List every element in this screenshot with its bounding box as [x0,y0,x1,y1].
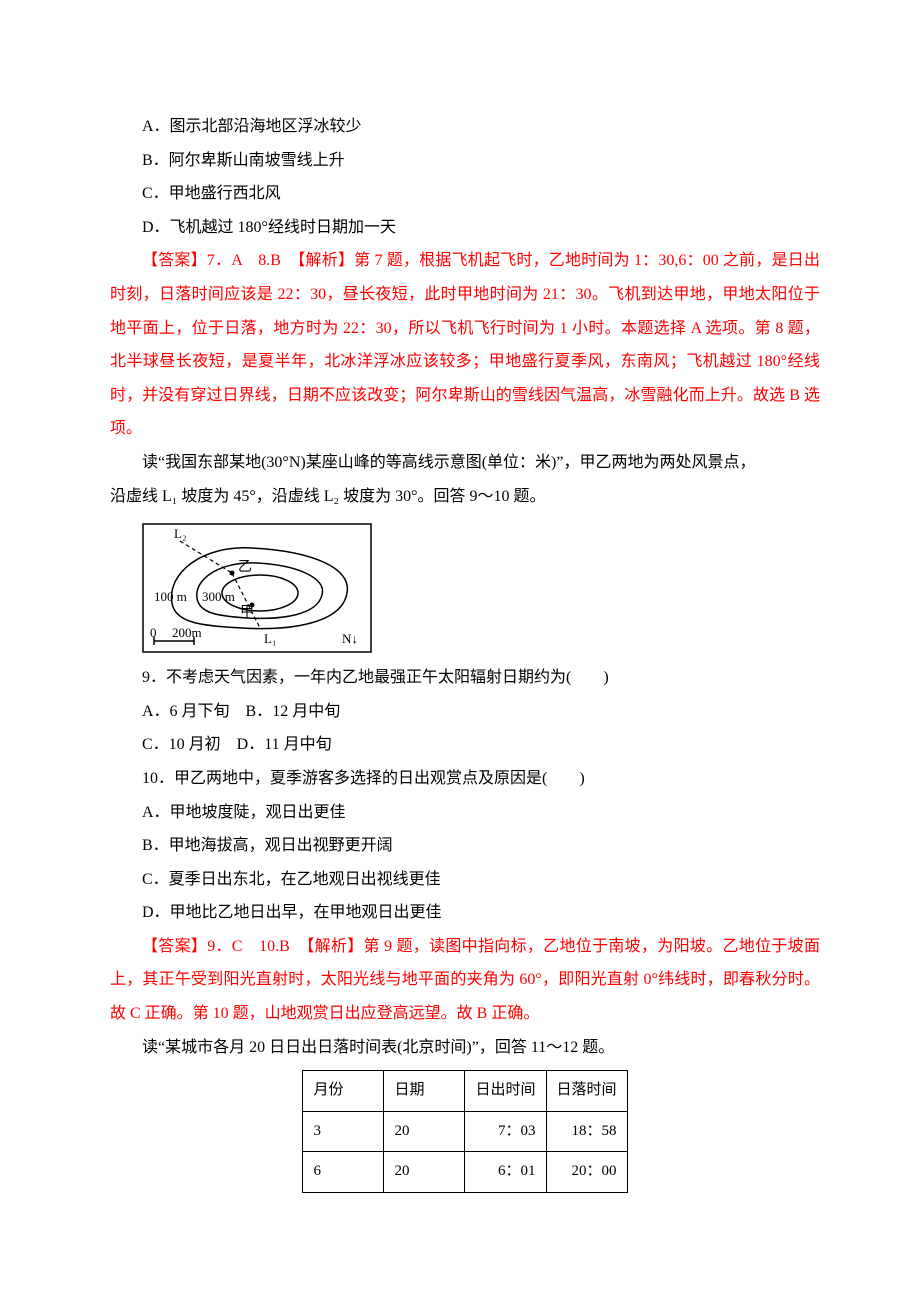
label-north: N↓ [342,631,358,646]
label-scale-0: 0 [150,625,157,640]
sunrise-sunset-table: 月份 日期 日出时间 日落时间 3 20 7：03 18：58 6 20 6：0… [302,1070,627,1193]
contour-diagram: L₂ 乙 100 m 300 m 甲 0 200m L₁ N↓ [142,523,820,653]
q9-10-intro-1: 读“我国东部某地(30°N)某座山峰的等高线示意图(单位：米)”，甲乙两地为两处… [110,446,820,480]
q7-8-option-d: D．飞机越过 180°经线时日期加一天 [110,211,820,245]
q9-option-cd: C．10 月初 D．11 月中旬 [110,728,820,762]
q11-12-intro: 读“某城市各月 20 日日出日落时间表(北京时间)”，回答 11～12 题。 [110,1031,820,1065]
label-jia: 甲 [240,605,254,620]
cell-sunrise: 7：03 [465,1111,546,1152]
q7-8-option-b: B．阿尔卑斯山南坡雪线上升 [110,144,820,178]
q10-option-d: D．甲地比乙地日出早，在甲地观日出更佳 [110,896,820,930]
label-scale-200: 200m [172,625,202,640]
q9-10-answer: 【答案】9．C 10.B 【解析】第 9 题，读图中指向标，乙地位于南坡，为阳坡… [110,930,820,1031]
cell-sunrise: 6：01 [465,1152,546,1193]
label-l2: L₂ [174,526,186,541]
q10-option-b: B．甲地海拔高，观日出视野更开阔 [110,829,820,863]
col-month: 月份 [303,1071,384,1112]
q9-option-ab: A．6 月下旬 B．12 月中旬 [110,695,820,729]
cell-month: 3 [303,1111,384,1152]
table-row: 3 20 7：03 18：58 [303,1111,627,1152]
q10-stem: 10．甲乙两地中，夏季游客多选择的日出观赏点及原因是( ) [110,762,820,796]
cell-date: 20 [384,1111,465,1152]
label-yi: 乙 [238,559,252,575]
cell-sunset: 20：00 [546,1152,627,1193]
q10-option-a: A．甲地坡度陡，观日出更佳 [110,796,820,830]
cell-month: 6 [303,1152,384,1193]
col-date: 日期 [384,1071,465,1112]
col-sunset: 日落时间 [546,1071,627,1112]
q7-8-option-a: A．图示北部沿海地区浮冰较少 [110,110,820,144]
q9-stem: 9．不考虑天气因素，一年内乙地最强正午太阳辐射日期约为( ) [110,661,820,695]
cell-sunset: 18：58 [546,1111,627,1152]
label-300m: 300 m [202,589,235,604]
q7-8-option-c: C．甲地盛行西北风 [110,177,820,211]
label-100m: 100 m [154,589,187,604]
col-sunrise: 日出时间 [465,1071,546,1112]
q10-option-c: C．夏季日出东北，在乙地观日出视线更佳 [110,863,820,897]
cell-date: 20 [384,1152,465,1193]
table-header-row: 月份 日期 日出时间 日落时间 [303,1071,627,1112]
q9-10-intro-2: 沿虚线 L₁ 坡度为 45°，沿虚线 L₂ 坡度为 30°。回答 9～10 题。 [110,480,820,514]
table-row: 6 20 6：01 20：00 [303,1152,627,1193]
label-l1: L₁ [264,631,276,646]
q7-8-answer: 【答案】7．A 8.B 【解析】第 7 题，根据飞机起飞时，乙地时间为 1：30… [110,244,820,446]
